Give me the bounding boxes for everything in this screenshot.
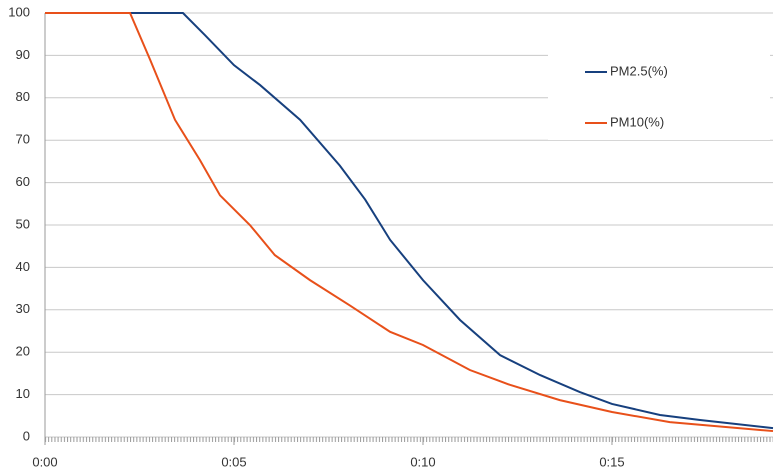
minor-ticks	[45, 437, 773, 442]
y-tick-label: 20	[16, 344, 30, 359]
y-tick-label: 40	[16, 259, 30, 274]
y-tick-label: 100	[8, 4, 30, 19]
y-tick-label: 80	[16, 89, 30, 104]
y-tick-label: 50	[16, 216, 30, 231]
x-tick-label: 0:10	[410, 454, 435, 469]
legend-label: PM2.5(%)	[610, 63, 668, 78]
y-tick-label: 0	[23, 428, 30, 443]
x-tick-label: 0:00	[32, 454, 57, 469]
x-tick-label: 0:15	[599, 454, 624, 469]
y-tick-label: 70	[16, 132, 30, 147]
legend: PM2.5(%) PM10(%)	[585, 63, 668, 129]
y-tick-label: 90	[16, 47, 30, 62]
series-line	[45, 12, 774, 433]
y-tick-label: 60	[16, 174, 30, 189]
grid: 0 10 20 30 40 50 60 70 80 90 100 0:00 0:05 0:10 0:15	[8, 4, 773, 469]
y-tick-label: 30	[16, 301, 30, 316]
x-tick-label: 0:05	[221, 454, 246, 469]
legend-box	[548, 46, 770, 140]
series-line	[45, 12, 774, 430]
y-tick-label: 10	[16, 386, 30, 401]
lines	[45, 12, 774, 433]
legend-label: PM10(%)	[610, 114, 664, 129]
